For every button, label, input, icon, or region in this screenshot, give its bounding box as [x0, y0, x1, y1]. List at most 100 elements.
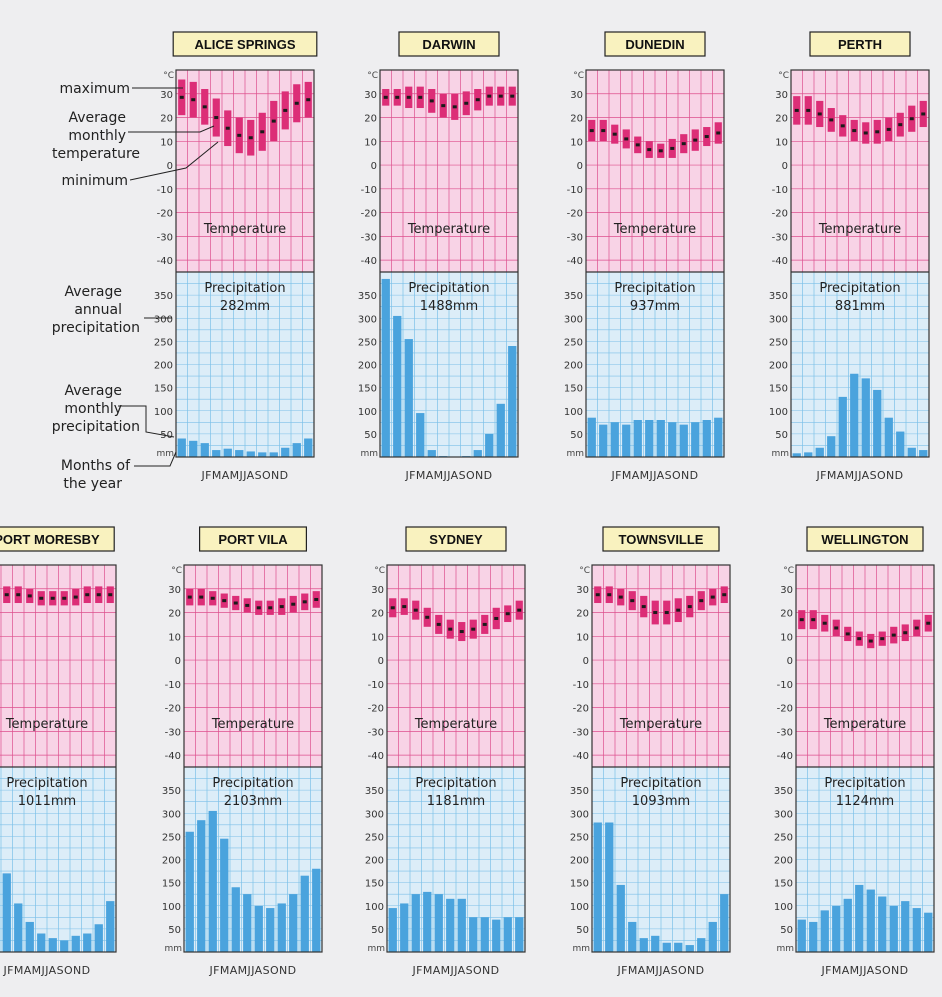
precip-tick-label: 100	[162, 902, 181, 913]
temp-tick-label: -20	[567, 209, 583, 220]
precip-tick-label: 300	[162, 809, 181, 820]
temp-tick-label: -40	[567, 256, 583, 267]
temp-average-mark	[482, 622, 487, 626]
precip-unit: mm	[156, 449, 174, 459]
precip-tick-label: 50	[570, 430, 583, 441]
temp-average-mark	[85, 593, 90, 597]
precip-bar	[639, 938, 648, 952]
temp-tick-label: -10	[777, 680, 793, 691]
temp-average-mark	[233, 601, 238, 605]
precip-bar	[246, 451, 255, 457]
city-name: SYDNEY	[429, 532, 483, 547]
temp-tick-label: 30	[364, 90, 377, 101]
precip-tick-label: 150	[774, 879, 793, 890]
temp-average-mark	[710, 595, 715, 599]
precipitation-title: Precipitation	[620, 776, 701, 791]
temp-average-mark	[487, 94, 492, 98]
temp-average-mark	[505, 612, 510, 616]
temp-tick-label: 20	[364, 114, 377, 125]
temp-tick-label: 10	[780, 632, 793, 643]
precip-bar	[258, 452, 267, 457]
temp-tick-label: 0	[787, 656, 793, 667]
annual-precipitation: 282mm	[220, 299, 270, 314]
temp-tick-label: 30	[576, 585, 589, 596]
precip-tick-label: 250	[564, 337, 583, 348]
precip-tick-label: 200	[162, 856, 181, 867]
temp-tick-label: 10	[168, 632, 181, 643]
precip-tick-label: 50	[775, 430, 788, 441]
precip-bar	[809, 921, 818, 952]
temp-average-mark	[294, 101, 299, 105]
temp-unit: °C	[374, 566, 385, 576]
temp-average-mark	[441, 104, 446, 108]
temp-average-mark	[834, 626, 839, 630]
precip-tick-label: 350	[769, 291, 788, 302]
temp-average-mark	[886, 127, 891, 131]
precip-tick-label: 150	[564, 384, 583, 395]
temp-tick-label: 10	[160, 137, 173, 148]
temp-tick-label: 0	[782, 161, 788, 172]
chart-alice-springs: ALICE SPRINGS°C3020100-10-20-30-40Temper…	[154, 31, 318, 482]
precip-bar	[912, 908, 921, 952]
chart-port-vila: PORT VILA°C3020100-10-20-30-40Temperatur…	[162, 526, 323, 977]
temp-average-mark	[806, 108, 811, 112]
precip-unit: mm	[164, 944, 182, 954]
chart-frame	[386, 564, 526, 953]
precip-bar	[469, 917, 478, 952]
precip-bar	[804, 452, 813, 457]
temp-average-mark	[612, 132, 617, 136]
temp-tick-label: 0	[378, 656, 384, 667]
temp-average-mark	[402, 605, 407, 609]
temp-average-mark	[799, 618, 804, 622]
temp-average-mark	[436, 622, 441, 626]
precip-bar	[212, 450, 221, 457]
temp-average-mark	[676, 608, 681, 612]
temp-average-mark	[464, 101, 469, 105]
temp-tick-label: 30	[570, 90, 583, 101]
temp-average-mark	[875, 130, 880, 134]
precip-tick-label: 100	[570, 902, 589, 913]
precip-bar	[480, 917, 489, 952]
precip-bar	[404, 339, 413, 457]
temp-average-mark	[260, 130, 265, 134]
temp-average-mark	[811, 618, 816, 622]
temp-average-mark	[62, 596, 67, 600]
temp-tick-label: -40	[361, 256, 377, 267]
temp-average-mark	[653, 611, 658, 615]
precip-bar	[388, 908, 397, 952]
precip-bar	[446, 898, 455, 952]
precip-bar	[605, 822, 614, 952]
temp-tick-label: 30	[160, 90, 173, 101]
temp-average-mark	[395, 95, 400, 99]
precip-unit: mm	[360, 449, 378, 459]
precip-bar	[896, 431, 905, 457]
annual-precipitation: 1488mm	[420, 299, 478, 314]
precip-tick-label: 300	[564, 314, 583, 325]
chart-frame	[183, 564, 323, 953]
precip-bar	[473, 450, 482, 457]
precip-bar	[662, 942, 671, 952]
temp-tick-label: 30	[775, 90, 788, 101]
city-label-box	[199, 526, 308, 552]
precip-bar	[587, 417, 596, 457]
chart-wellington: WELLINGTON°C3020100-10-20-30-40Temperatu…	[774, 526, 935, 977]
precip-tick-label: 350	[358, 291, 377, 302]
temp-average-mark	[658, 149, 663, 153]
precip-bar	[48, 938, 57, 952]
temp-average-mark	[681, 142, 686, 146]
temp-average-mark	[256, 606, 261, 610]
annual-precipitation: 1093mm	[632, 794, 690, 809]
month-labels: JFMAMJJASOND	[815, 469, 903, 482]
temp-tick-label: -40	[157, 256, 173, 267]
temp-tick-label: -10	[368, 680, 384, 691]
precip-tick-label: 350	[570, 786, 589, 797]
precipitation-title: Precipitation	[614, 281, 695, 296]
precip-tick-label: 200	[564, 361, 583, 372]
precipitation-title: Precipitation	[824, 776, 905, 791]
temperature-title: Temperature	[414, 717, 497, 732]
temp-average-mark	[840, 124, 845, 128]
precip-tick-label: 100	[358, 407, 377, 418]
precip-bar	[792, 453, 801, 457]
city-name: PORT MORESBY	[0, 532, 100, 547]
chart-frame	[591, 564, 731, 953]
